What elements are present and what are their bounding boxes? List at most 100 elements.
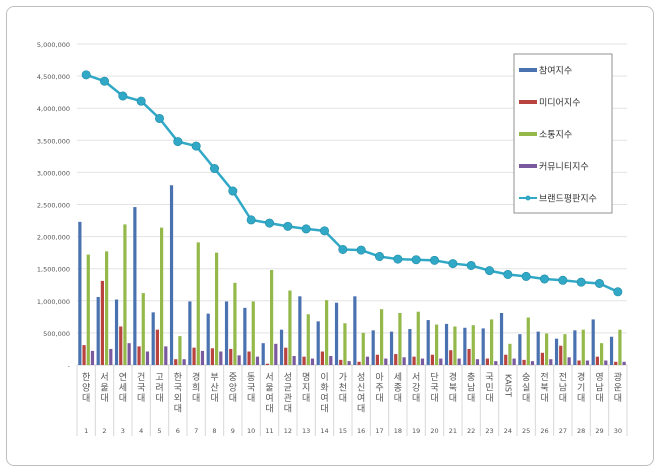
bar-미디어지수 [339, 359, 343, 365]
bar-소통지수 [288, 290, 292, 365]
bar-커뮤니티지수 [384, 358, 388, 365]
rank-label: 16 [357, 427, 365, 435]
bar-커뮤니티지수 [310, 358, 315, 365]
bar-소통지수 [508, 343, 512, 365]
bar-소통지수 [563, 334, 567, 365]
rank-label: 19 [412, 427, 420, 435]
rank-label: 21 [449, 427, 457, 435]
bar-소통지수 [453, 326, 457, 365]
line-point [558, 275, 568, 285]
line-point [484, 266, 494, 276]
bar-미디어지수 [430, 354, 434, 365]
bar-참여지수 [316, 321, 320, 365]
rank-label: 30 [614, 427, 622, 435]
rank-label: 1 [84, 427, 88, 435]
bar-소통지수 [233, 282, 237, 365]
rank-label: 15 [339, 427, 347, 435]
legend-swatch-marker [525, 195, 531, 201]
bar-미디어지수 [155, 329, 159, 365]
bar-참여지수 [499, 312, 504, 365]
bar-소통지수 [251, 301, 255, 365]
y-tick-label: - [68, 362, 71, 370]
rank-label: 20 [430, 427, 438, 435]
line-point [448, 259, 458, 269]
bar-참여지수 [554, 338, 559, 365]
bar-참여지수 [114, 299, 119, 365]
bar-참여지수 [353, 296, 357, 365]
bar-참여지수 [243, 307, 247, 365]
bar-미디어지수 [247, 351, 251, 365]
bar-커뮤니티지수 [365, 356, 370, 365]
bar-참여지수 [279, 329, 284, 365]
bar-커뮤니티지수 [439, 358, 443, 365]
bar-커뮤니티지수 [237, 355, 241, 365]
line-point [503, 269, 513, 279]
rank-label: 10 [247, 427, 255, 435]
bar-커뮤니티지수 [549, 359, 553, 365]
line-point [338, 244, 348, 254]
rank-label: 11 [265, 427, 273, 435]
bar-참여지수 [371, 330, 375, 365]
bar-참여지수 [389, 331, 394, 365]
bar-미디어지수 [522, 359, 526, 365]
bar-참여지수 [609, 336, 614, 365]
rank-label: 24 [504, 427, 512, 435]
bar-소통지수 [270, 269, 274, 365]
bar-커뮤니티지수 [512, 358, 516, 365]
legend-swatch [519, 100, 537, 104]
bar-커뮤니티지수 [164, 346, 168, 365]
line-point [210, 164, 220, 174]
bar-커뮤니티지수 [530, 361, 535, 365]
y-tick-label: 3,000,000 [37, 169, 70, 177]
rank-label: 29 [595, 427, 603, 435]
bar-미디어지수 [192, 347, 196, 365]
bar-커뮤니티지수 [109, 348, 113, 365]
bar-참여지수 [444, 323, 449, 365]
bar-참여지수 [426, 320, 430, 365]
line-point [81, 70, 91, 80]
bar-미디어지수 [229, 348, 233, 365]
y-tick-label: 4,500,000 [37, 73, 70, 81]
bar-소통지수 [526, 317, 530, 365]
bar-미디어지수 [577, 360, 581, 365]
bar-참여지수 [481, 328, 485, 365]
line-point [319, 226, 329, 236]
bar-미디어지수 [100, 280, 104, 365]
bar-미디어지수 [614, 361, 618, 365]
bar-미디어지수 [119, 326, 123, 365]
bar-미디어지수 [595, 356, 599, 365]
rank-label: 17 [375, 427, 383, 435]
rank-label: 26 [540, 427, 548, 435]
line-point [356, 245, 366, 255]
line-point [264, 218, 274, 228]
bar-미디어지수 [302, 356, 306, 365]
line-point [100, 76, 110, 86]
rank-label: 3 [121, 427, 125, 435]
category-label: KAIST [503, 374, 512, 397]
bar-참여지수 [224, 301, 229, 365]
bar-소통지수 [160, 227, 164, 365]
bar-커뮤니티지수 [420, 358, 425, 365]
line-point [155, 113, 165, 123]
bar-미디어지수 [284, 347, 288, 365]
bar-소통지수 [325, 300, 329, 365]
line-point [374, 252, 384, 262]
line-point [228, 186, 238, 196]
bar-커뮤니티지수 [494, 361, 498, 365]
bar-미디어지수 [540, 352, 544, 365]
y-tick-label: 2,000,000 [37, 234, 70, 242]
